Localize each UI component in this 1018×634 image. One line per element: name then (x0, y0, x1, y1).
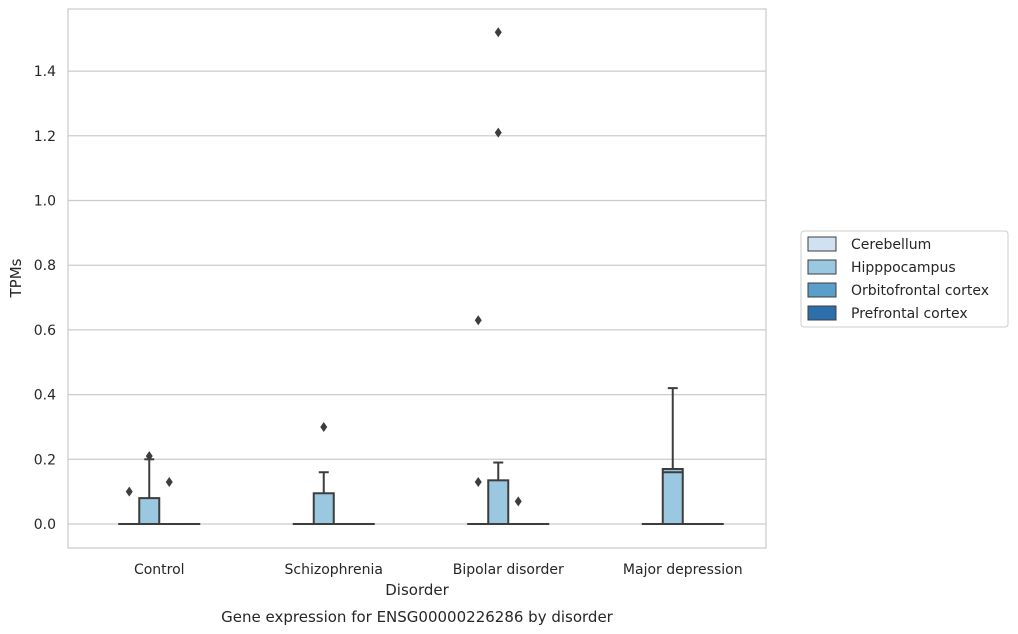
legend-swatch (807, 259, 837, 275)
box-group (487, 27, 510, 526)
y-tick-label: 1.2 (34, 129, 56, 145)
y-tick-label: 0.4 (34, 388, 56, 404)
legend-swatch (807, 282, 837, 298)
y-tick-label: 0.2 (34, 452, 56, 468)
y-tick-label: 1.0 (34, 194, 56, 210)
legend-label: Cerebellum (851, 237, 931, 253)
box-group (312, 421, 335, 525)
outlier-marker (494, 27, 502, 38)
box-rect (138, 497, 161, 525)
box-group (661, 387, 684, 526)
y-tick-label: 0.6 (34, 323, 56, 339)
outlier-marker (125, 486, 133, 497)
legend: Cerebellum Hipppocampus Orbitofrontal cort… (800, 230, 1009, 328)
plot-frame (67, 8, 767, 549)
box-rect (661, 468, 684, 526)
y-axis-label: TPMs (7, 258, 25, 298)
outlier-marker (494, 127, 502, 138)
y-ticks: 0.0 0.2 0.4 0.6 0.8 1.0 1.2 1.4 (34, 64, 56, 533)
legend-label: Orbitofrontal cortex (851, 283, 989, 299)
box-group (138, 451, 161, 525)
box-group (467, 315, 490, 526)
legend-frame (800, 230, 1009, 328)
boxes-layer (118, 27, 724, 526)
grid-layer (68, 70, 766, 525)
x-tick-label: Schizophrenia (285, 562, 383, 578)
chart-caption: Gene expression for ENSG00000226286 by d… (221, 608, 614, 626)
y-tick-label: 1.4 (34, 64, 56, 80)
x-tick-label: Control (134, 562, 185, 578)
y-tick-label: 0.0 (34, 517, 56, 533)
box-group (118, 486, 141, 526)
x-tick-label: Bipolar disorder (453, 562, 564, 578)
legend-items: Cerebellum Hipppocampus Orbitofrontal cort… (807, 236, 989, 322)
legend-swatch (807, 305, 837, 321)
outlier-marker (514, 496, 522, 507)
x-axis-label: Disorder (385, 581, 449, 599)
outlier-marker (474, 315, 482, 326)
box-rect (312, 492, 335, 525)
legend-swatch (807, 236, 837, 252)
legend-label: Hipppocampus (851, 260, 956, 276)
outlier-marker (165, 476, 173, 487)
y-tick-label: 0.8 (34, 258, 56, 274)
box-group (158, 476, 181, 526)
outlier-marker (320, 421, 328, 432)
box-group (507, 496, 530, 526)
legend-label: Prefrontal cortex (851, 306, 968, 322)
x-ticks: Control Schizophrenia Bipolar disorder Majo… (134, 562, 743, 578)
outlier-marker (145, 451, 153, 462)
outlier-marker (474, 476, 482, 487)
box-rect (487, 479, 510, 526)
x-tick-label: Major depression (623, 562, 743, 578)
